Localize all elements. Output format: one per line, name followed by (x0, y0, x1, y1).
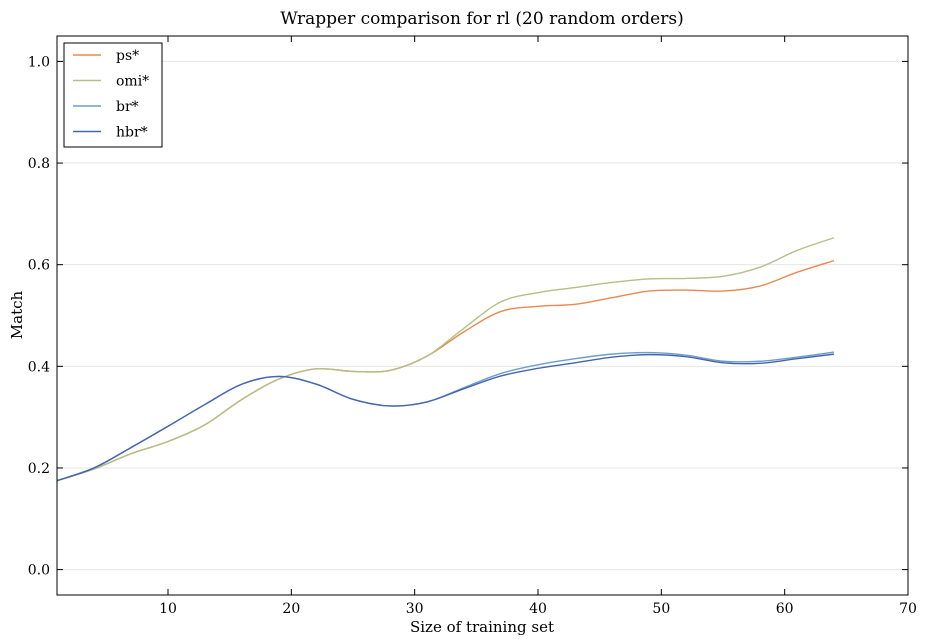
x-tick-label: 70 (899, 601, 917, 617)
x-tick-label: 60 (776, 601, 794, 617)
grid-lines (57, 60, 908, 571)
x-tick-label: 10 (159, 601, 177, 617)
legend-label: hbr* (116, 125, 148, 141)
tick-labels: 0.0 0.2 0.4 0.6 0.8 1.0 10 20 30 40 50 60 70 (28, 54, 917, 617)
y-tick-label: 0.4 (28, 359, 50, 375)
y-tick-label: 0.8 (28, 156, 50, 172)
y-tick-label: 0.0 (28, 563, 50, 579)
chart-title: Wrapper comparison for rl (20 random ord… (280, 9, 683, 29)
series-line-omi (56, 237, 835, 482)
x-tick-label: 50 (652, 601, 670, 617)
legend-label: br* (116, 99, 139, 115)
legend: ps* omi* br* hbr* (63, 42, 163, 148)
series-line-hbr (56, 353, 835, 482)
y-tick-label: 0.2 (28, 461, 50, 477)
x-tick-label: 20 (282, 601, 300, 617)
y-tick-label: 0.6 (28, 258, 50, 274)
legend-label: omi* (116, 74, 149, 90)
y-tick-label: 1.0 (28, 54, 50, 70)
x-axis-label: Size of training set (410, 618, 554, 636)
plot-frame (56, 35, 909, 596)
series-line-br (56, 351, 835, 482)
series-lines (56, 237, 835, 482)
legend-label: ps* (116, 48, 139, 64)
series-line-ps (56, 259, 835, 482)
legend-box (63, 42, 163, 148)
x-tick-label: 30 (406, 601, 424, 617)
axis-ticks (57, 36, 909, 595)
x-tick-label: 40 (529, 601, 547, 617)
legend-entries: ps* omi* br* hbr* (73, 48, 149, 141)
y-axis-label: Match (8, 290, 26, 339)
